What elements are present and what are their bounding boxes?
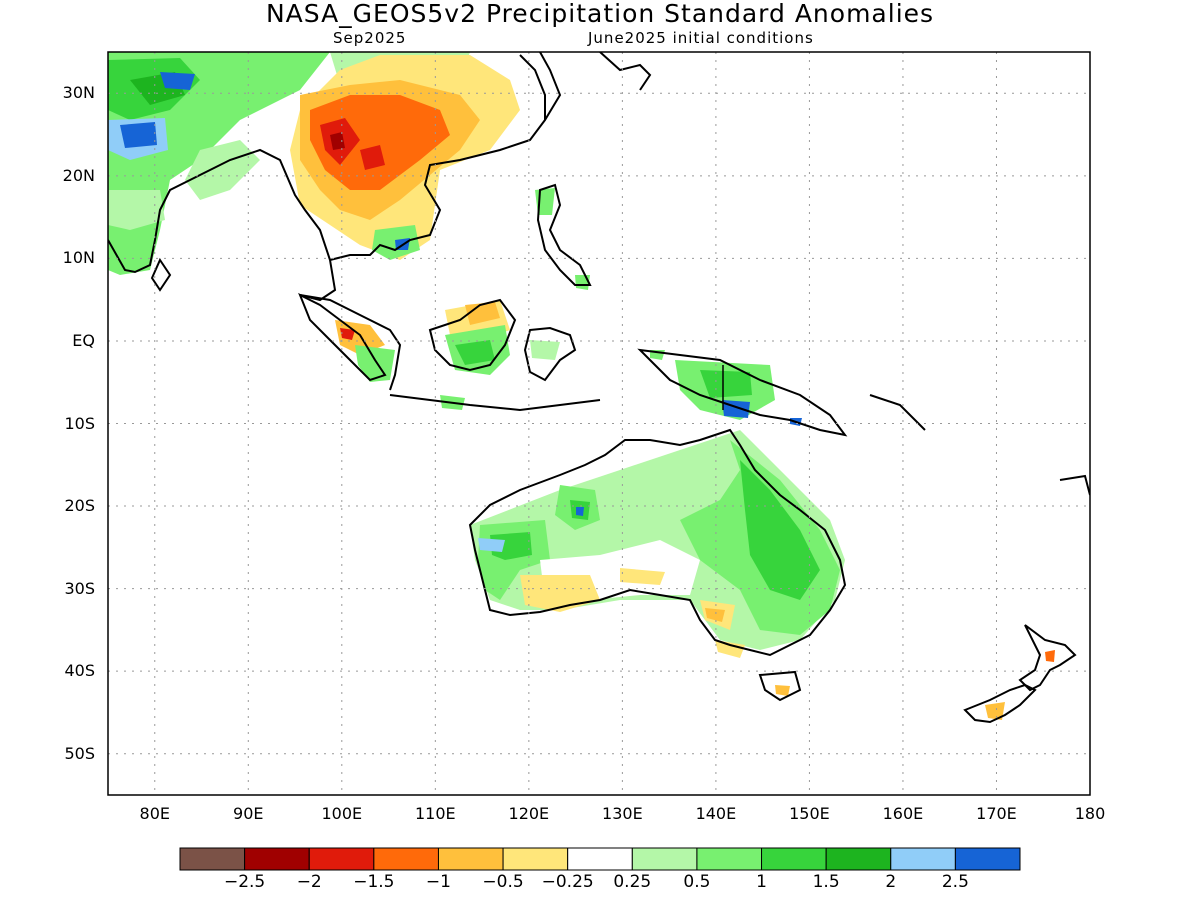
colorbar-swatch <box>696 847 763 871</box>
colorbar-swatch <box>308 847 375 871</box>
colorbar-swatch <box>437 847 504 871</box>
colorbar-label: −0.25 <box>541 872 594 892</box>
latitude-label: EQ <box>72 330 95 350</box>
colorbar-label: 0.5 <box>683 872 711 892</box>
colorbar-swatch <box>244 847 310 871</box>
colorbar-swatch <box>761 847 827 871</box>
map-title: NASA_GEOS5v2 Precipitation Standard Anom… <box>265 0 935 28</box>
colorbar-label: 2 <box>885 872 897 892</box>
longitude-label: 170E <box>976 804 1017 823</box>
longitude-label: 180 <box>1074 804 1106 823</box>
anomaly-shading-se-asia <box>290 55 520 382</box>
latitude-label: 20S <box>64 496 95 516</box>
longitude-label: 90E <box>233 804 264 823</box>
longitude-label: 130E <box>602 804 643 823</box>
colorbar-swatch <box>502 847 569 871</box>
latitude-label: 30S <box>64 578 95 598</box>
colorbar-label: 1.5 <box>812 872 840 892</box>
colorbar-swatch <box>890 847 956 871</box>
coastlines <box>108 52 1090 724</box>
colorbar-label: 0.25 <box>613 872 652 892</box>
latitude-label: 20N <box>62 165 95 185</box>
latitude-label: 40S <box>64 661 95 681</box>
longitude-label: 100E <box>321 804 363 823</box>
colorbar-swatch <box>373 847 439 871</box>
longitude-label: 120E <box>508 804 550 823</box>
colorbar-label: −2 <box>296 872 322 892</box>
latitude-label: 30N <box>62 83 95 103</box>
colorbar-label: −1 <box>425 872 451 892</box>
colorbar-swatch <box>631 847 698 871</box>
anomaly-shading-australia <box>470 430 1055 720</box>
longitude-label: 140E <box>695 804 737 823</box>
colorbar-swatch <box>179 847 246 871</box>
forecast-month: Sep2025 <box>333 29 407 47</box>
latitude-label: 10N <box>62 248 95 268</box>
longitude-label: 160E <box>882 804 924 823</box>
latitude-label: 10S <box>64 413 95 433</box>
colorbar-label: 1 <box>756 872 767 892</box>
colorbar-swatch <box>954 847 1021 871</box>
colorbar-swatch <box>567 847 633 871</box>
longitude-label: 150E <box>789 804 830 823</box>
colorbar-label: −0.5 <box>482 872 524 892</box>
latitude-label: 50S <box>64 743 95 763</box>
colorbar <box>179 847 1021 871</box>
initial-conditions: June2025 initial conditions <box>588 29 814 47</box>
colorbar-label: −1.5 <box>353 872 395 892</box>
colorbar-label: −2.5 <box>223 872 266 892</box>
colorbar-swatch <box>825 847 892 871</box>
anomaly-shading-maritime <box>440 188 802 426</box>
map-frame <box>107 51 1091 796</box>
longitude-label: 110E <box>415 804 456 823</box>
colorbar-label: 2.5 <box>941 872 969 892</box>
longitude-label: 80E <box>139 804 170 823</box>
